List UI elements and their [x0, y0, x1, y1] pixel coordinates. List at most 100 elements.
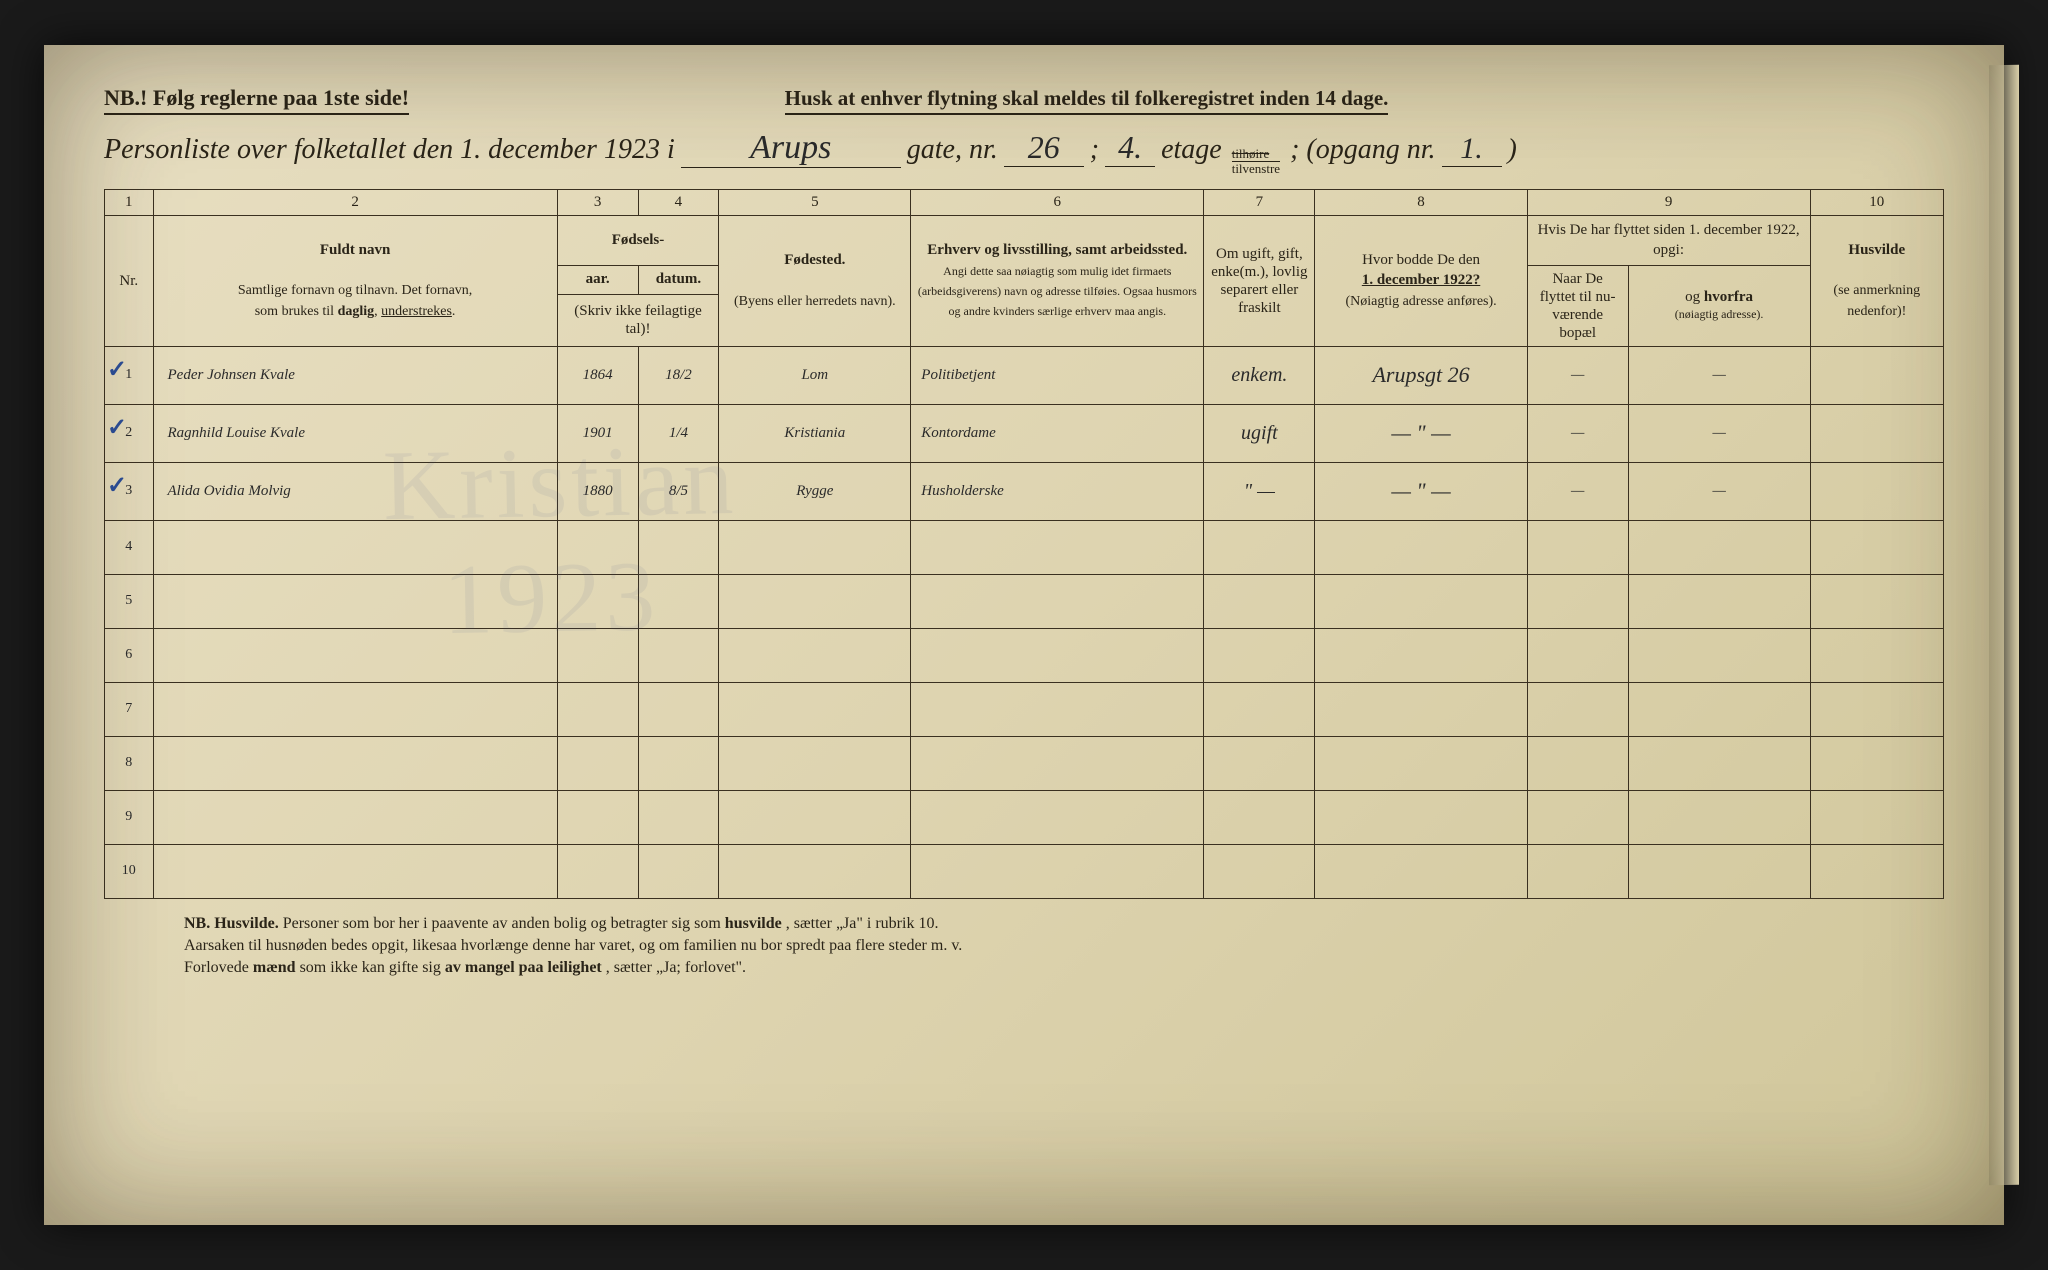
top-notice-row: NB.! Følg reglerne paa 1ste side! Husk a… — [104, 85, 1944, 115]
etage-nr-hw: 4. — [1105, 129, 1155, 167]
cell-empty — [1810, 682, 1943, 736]
cell-empty — [153, 790, 557, 844]
fodested-title: Fødested. — [784, 252, 845, 268]
colnum-5: 5 — [719, 190, 911, 216]
cell-husvilde — [1810, 346, 1943, 404]
cell-empty — [1204, 682, 1315, 736]
cell-empty — [1628, 682, 1810, 736]
row-nr: ✓3 — [105, 462, 154, 520]
table-row-empty: 7 — [105, 682, 1944, 736]
cell-addr1922: — " — — [1315, 462, 1527, 520]
cell-empty — [1527, 520, 1628, 574]
footer-line-3: Forlovede mænd som ikke kan gifte sig av… — [184, 957, 1864, 979]
colnum-7: 7 — [1204, 190, 1315, 216]
header-row-1: Nr. Fuldt navn Samtlige fornavn og tilna… — [105, 216, 1944, 266]
cell-occupation: Politibetjent — [911, 346, 1204, 404]
cell-empty — [638, 790, 719, 844]
head-name-title: Fuldt navn — [320, 242, 390, 258]
cell-empty — [1527, 628, 1628, 682]
footer-l3a: Forlovede — [184, 959, 253, 976]
cell-empty — [557, 682, 638, 736]
fodested-sub: (Byens eller herredets navn). — [734, 294, 896, 309]
table-row-empty: 5 — [105, 574, 1944, 628]
husvilde-title: Husvilde — [1848, 242, 1905, 258]
close-paren: ) — [1508, 134, 1517, 166]
footer-line-1: NB. Husvilde. Personer som bor her i paa… — [184, 913, 1864, 935]
cell-empty — [153, 736, 557, 790]
table-row-empty: 10 — [105, 844, 1944, 898]
cell-empty — [1810, 844, 1943, 898]
table-row: ✓2Ragnhild Louise Kvale19011/4Kristiania… — [105, 404, 1944, 462]
cell-empty — [719, 628, 911, 682]
cell-name: Alida Ovidia Molvig — [153, 462, 557, 520]
gate-nr-hw: 26 — [1004, 129, 1084, 167]
cell-moved-when: — — [1527, 346, 1628, 404]
cell-empty — [557, 790, 638, 844]
table-row: ✓1Peder Johnsen Kvale186418/2LomPolitibe… — [105, 346, 1944, 404]
check-mark: ✓ — [107, 471, 127, 500]
cell-empty — [557, 574, 638, 628]
cell-empty — [1315, 790, 1527, 844]
cell-date: 8/5 — [638, 462, 719, 520]
cell-empty — [1628, 574, 1810, 628]
table-head: 1 2 3 4 5 6 7 8 9 10 Nr. Fuldt navn Samt… — [105, 190, 1944, 347]
cell-empty — [557, 628, 638, 682]
head-marital: Om ugift, gift, enke(m.), lovlig separer… — [1204, 216, 1315, 347]
colnum-3: 3 — [557, 190, 638, 216]
cell-empty — [911, 682, 1204, 736]
opgang-label: ; (opgang nr. — [1290, 134, 1435, 166]
footer-l1c: , sætter „Ja" i rubrik 10. — [786, 915, 939, 932]
cell-empty — [1628, 520, 1810, 574]
cell-addr1922: — " — — [1315, 404, 1527, 462]
head-name-sub: Samtlige fornavn og tilnavn. Det fornavn… — [238, 283, 472, 319]
cell-husvilde — [1810, 404, 1943, 462]
row-nr: ✓1 — [105, 346, 154, 404]
cell-empty — [153, 574, 557, 628]
cell-empty — [1204, 574, 1315, 628]
cell-birthplace: Lom — [719, 346, 911, 404]
etage-label: etage — [1161, 134, 1222, 166]
head-name: Fuldt navn Samtlige fornavn og tilnavn. … — [153, 216, 557, 347]
check-mark: ✓ — [107, 355, 127, 384]
street-name-hw: Arups — [681, 129, 901, 168]
cell-name: Ragnhild Louise Kvale — [153, 404, 557, 462]
cell-empty — [638, 736, 719, 790]
title-prefix: Personliste over folketallet den 1. dece… — [104, 134, 675, 166]
nb-left-notice: NB.! Følg reglerne paa 1ste side! — [104, 85, 409, 115]
cell-empty — [1527, 736, 1628, 790]
head-erhverv: Erhverv og livsstilling, samt arbeidsste… — [911, 216, 1204, 347]
head-datum: datum. — [638, 265, 719, 295]
cell-empty — [638, 682, 719, 736]
cell-empty — [719, 790, 911, 844]
cell-year: 1901 — [557, 404, 638, 462]
cell-marital: " — — [1204, 462, 1315, 520]
row-nr: 8 — [105, 736, 154, 790]
row-nr: ✓2 — [105, 404, 154, 462]
footer-l3c: som ikke kan gifte sig — [300, 959, 445, 976]
cell-empty — [1204, 736, 1315, 790]
cell-empty — [719, 520, 911, 574]
cell-empty — [1315, 574, 1527, 628]
cell-empty — [911, 736, 1204, 790]
cell-empty — [1315, 628, 1527, 682]
cell-empty — [557, 520, 638, 574]
aar-label: aar. — [586, 271, 610, 287]
column-number-row: 1 2 3 4 5 6 7 8 9 10 — [105, 190, 1944, 216]
cell-empty — [1527, 790, 1628, 844]
table-row-empty: 8 — [105, 736, 1944, 790]
col8-title: Hvor bodde De den — [1362, 252, 1480, 268]
gate-label: gate, nr. — [907, 134, 998, 166]
cell-empty — [719, 736, 911, 790]
cell-empty — [1628, 628, 1810, 682]
footer-l3e: , sætter „Ja; forlovet". — [606, 959, 746, 976]
cell-date: 18/2 — [638, 346, 719, 404]
row-nr: 6 — [105, 628, 154, 682]
cell-moved-from: — — [1628, 404, 1810, 462]
footer-line-2: Aarsaken til husnøden bedes opgit, likes… — [184, 935, 1864, 957]
cell-occupation: Husholderske — [911, 462, 1204, 520]
col8-date: 1. december 1922? — [1362, 272, 1480, 288]
cell-empty — [1204, 790, 1315, 844]
cell-empty — [911, 628, 1204, 682]
footer-l1a: Personer som bor her i paavente av anden… — [283, 915, 725, 932]
cell-empty — [1810, 790, 1943, 844]
